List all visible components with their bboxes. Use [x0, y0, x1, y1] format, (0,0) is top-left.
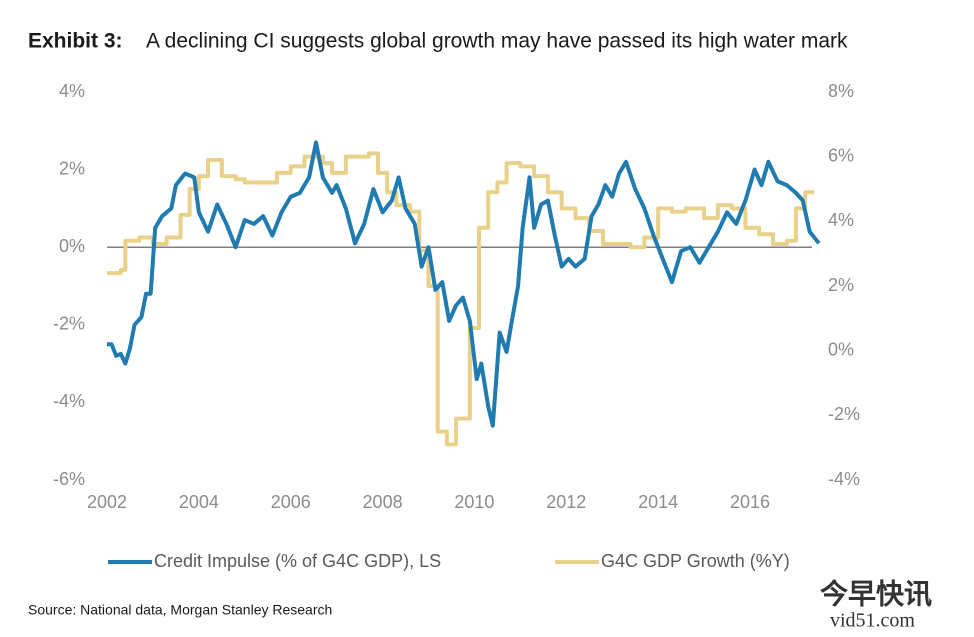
y-tick-label: -2% [53, 314, 85, 334]
data-line [107, 151, 815, 447]
y-tick-label: 4% [59, 81, 85, 101]
y2-tick-label: 2% [828, 275, 854, 295]
data-line [107, 140, 821, 428]
x-tick-label: 2008 [363, 492, 403, 512]
y2-tick-label: 8% [828, 81, 854, 101]
exhibit-label: Exhibit 3: [28, 30, 123, 53]
watermark: vid51.com [830, 610, 915, 632]
y2-tick-label: 6% [828, 145, 854, 165]
x-tick-label: 2010 [454, 492, 494, 512]
y-tick-label: 0% [59, 236, 85, 256]
x-tick-label: 2004 [179, 492, 219, 512]
x-tick-label: 2014 [638, 492, 678, 512]
chart-title: A declining CI suggests global growth ma… [146, 30, 848, 53]
watermark: 今早快讯 [820, 577, 932, 609]
y2-tick-label: 0% [828, 339, 854, 359]
x-tick-label: 2012 [546, 492, 586, 512]
x-tick-label: 2006 [271, 492, 311, 512]
legend-label: Credit Impulse (% of G4C GDP), LS [154, 551, 441, 571]
y-tick-label: -4% [53, 391, 85, 411]
legend-label: G4C GDP Growth (%Y) [601, 551, 790, 571]
x-tick-label: 2016 [730, 492, 770, 512]
y2-tick-label: -2% [828, 404, 860, 424]
x-tick-label: 2002 [87, 492, 127, 512]
y-tick-label: -6% [53, 469, 85, 489]
y2-tick-label: 4% [828, 210, 854, 230]
y2-tick-label: -4% [828, 469, 860, 489]
y-tick-label: 2% [59, 158, 85, 178]
source: Source: National data, Morgan Stanley Re… [28, 602, 332, 618]
